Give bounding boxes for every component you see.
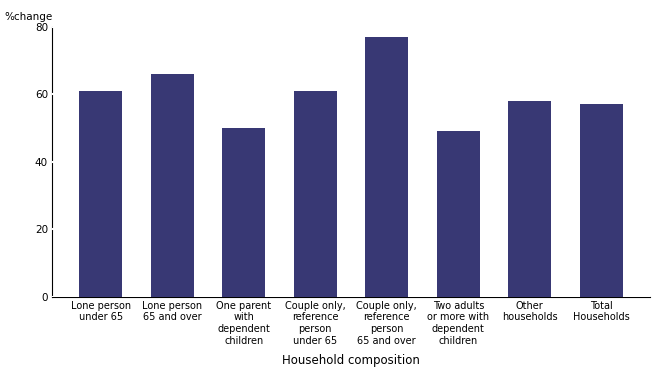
Bar [151, 74, 194, 297]
Text: %change: %change [4, 12, 52, 22]
X-axis label: Household composition: Household composition [282, 354, 420, 367]
Bar [437, 132, 480, 297]
Bar [293, 91, 336, 297]
Bar [222, 128, 265, 297]
Bar [508, 101, 551, 297]
Bar [580, 104, 623, 297]
Bar [366, 37, 408, 297]
Bar [79, 91, 122, 297]
